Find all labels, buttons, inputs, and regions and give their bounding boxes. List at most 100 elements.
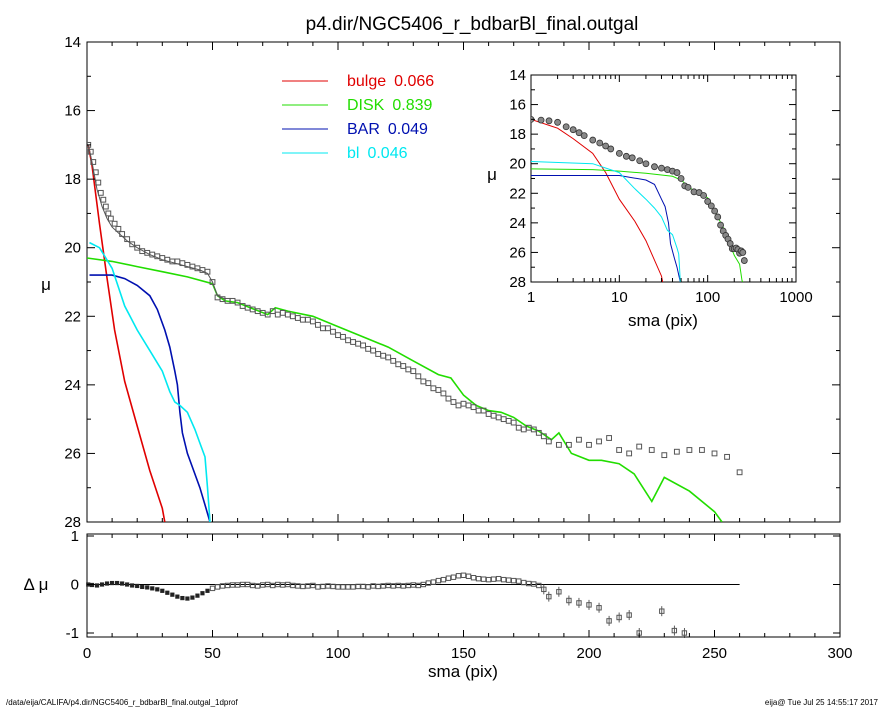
inset-plot-frame [530, 74, 797, 283]
inset-y-axis-title: μ [487, 165, 497, 184]
legend-series-value: 0.066 [394, 73, 434, 90]
data-point-marker [111, 220, 118, 227]
inset-plot-panel: 1 10 100 1000 14 16 18 20 22 24 26 28 sma (pix) μ [487, 67, 813, 330]
inset-data-point-marker [707, 202, 715, 210]
residual-point-marker [546, 593, 552, 600]
main-clipped-series [87, 141, 743, 522]
residual-point-marker [244, 581, 251, 588]
data-point-marker [134, 244, 141, 251]
data-point-marker [375, 351, 382, 357]
main-y-tick-label: 26 [64, 445, 81, 462]
legend-series-name: bulge [347, 73, 386, 90]
residual-y-tick-label: 1 [71, 528, 79, 545]
residual-point-marker [435, 577, 442, 584]
residual-x-tick-label: 100 [325, 645, 350, 662]
residual-point-marker [541, 586, 547, 593]
residual-series-group [86, 572, 740, 638]
data-point-marker [510, 419, 517, 426]
data-point-marker [119, 231, 126, 237]
residual-x-tick-label: 300 [827, 645, 852, 662]
data-point-marker [390, 357, 397, 364]
data-point-marker [505, 417, 512, 424]
residual-point-marker [410, 582, 417, 588]
data-point-marker [304, 316, 311, 323]
inset-data-point-marker [704, 198, 712, 205]
residual-x-tick-label: 150 [451, 645, 476, 662]
residual-point-marker [130, 583, 135, 588]
residual-point-marker [465, 573, 472, 579]
residual-point-marker [470, 575, 477, 581]
residual-point-marker [239, 581, 246, 588]
residual-point-marker [145, 585, 150, 590]
residual-point-marker [450, 574, 457, 580]
total-profile-line [87, 144, 226, 300]
residual-point-marker [165, 590, 170, 595]
data-point-marker [370, 347, 377, 354]
residual-point-marker [521, 579, 527, 586]
inset-y-tick-label: 24 [509, 215, 526, 232]
data-point-marker [299, 316, 306, 323]
residual-point-marker [260, 582, 266, 588]
legend-label-disk: DISK 0.839 [347, 97, 432, 114]
data-point-marker [279, 309, 286, 316]
residual-point-marker [500, 576, 507, 583]
residual-x-tick-label: 250 [702, 645, 727, 662]
residual-x-tick-label: 200 [576, 645, 601, 662]
residual-point-marker [300, 583, 306, 590]
residual-point-marker [325, 583, 331, 589]
inset-data-point-marker [684, 183, 692, 191]
residual-point-marker [405, 582, 411, 589]
residual-point-marker [280, 582, 286, 588]
residual-point-marker [305, 583, 311, 589]
data-point-marker [480, 407, 487, 414]
residual-point-marker [310, 582, 316, 589]
data-point-marker [284, 311, 291, 318]
data-point-marker [616, 447, 623, 453]
data-point-marker [310, 318, 316, 325]
residual-x-ticks: 0 50 100 150 200 250 300 [83, 534, 853, 662]
inset-x-ticks: 1 10 100 1000 [527, 75, 813, 306]
residual-point-marker [219, 583, 226, 589]
inset-y-tick-label: 20 [509, 156, 526, 173]
data-point-marker [460, 400, 467, 407]
data-point-marker [440, 390, 447, 397]
residual-point-marker [135, 583, 140, 589]
data-point-marker [470, 404, 477, 411]
data-point-marker [360, 342, 367, 349]
residual-point-marker [526, 580, 532, 587]
inset-y-tick-label: 26 [509, 244, 526, 261]
inset-data-point-marker [642, 160, 650, 168]
residual-point-marker [480, 576, 487, 582]
data-point-marker [648, 447, 655, 453]
residual-y-axis-title: Δ μ [24, 575, 49, 594]
data-point-marker [576, 436, 582, 443]
inset-data-point-marker [622, 152, 630, 160]
data-point-marker [400, 363, 407, 369]
inset-data-point-marker [615, 149, 623, 157]
data-point-marker [355, 340, 361, 347]
inset-data-point-marker [589, 136, 597, 144]
legend-series-name: BAR [347, 121, 380, 138]
inset-data-point-marker [740, 257, 748, 264]
residual-point-marker [395, 582, 401, 589]
residual-point-marker [531, 581, 537, 587]
data-point-marker [107, 215, 114, 222]
data-point-marker [95, 179, 102, 186]
residual-point-marker [224, 582, 231, 589]
inset-bar-profile-line [531, 175, 681, 282]
main-y-axis-title: μ [41, 275, 51, 294]
residual-point-marker [120, 581, 125, 586]
data-point-marker [97, 189, 104, 196]
data-point-marker [129, 241, 136, 248]
inset-y-tick-label: 16 [509, 97, 526, 114]
main-y-tick-label: 24 [64, 377, 81, 394]
data-point-marker [475, 407, 482, 414]
legend-label-bulge: bulge 0.066 [347, 73, 434, 90]
inset-data-point-marker [569, 126, 577, 134]
data-point-marker [435, 387, 442, 393]
inset-data-point-marker [575, 129, 583, 137]
main-y-tick-label: 22 [64, 308, 81, 325]
data-point-marker [425, 380, 432, 387]
inset-bl-profile-line [531, 161, 681, 282]
residual-point-marker [110, 580, 115, 586]
